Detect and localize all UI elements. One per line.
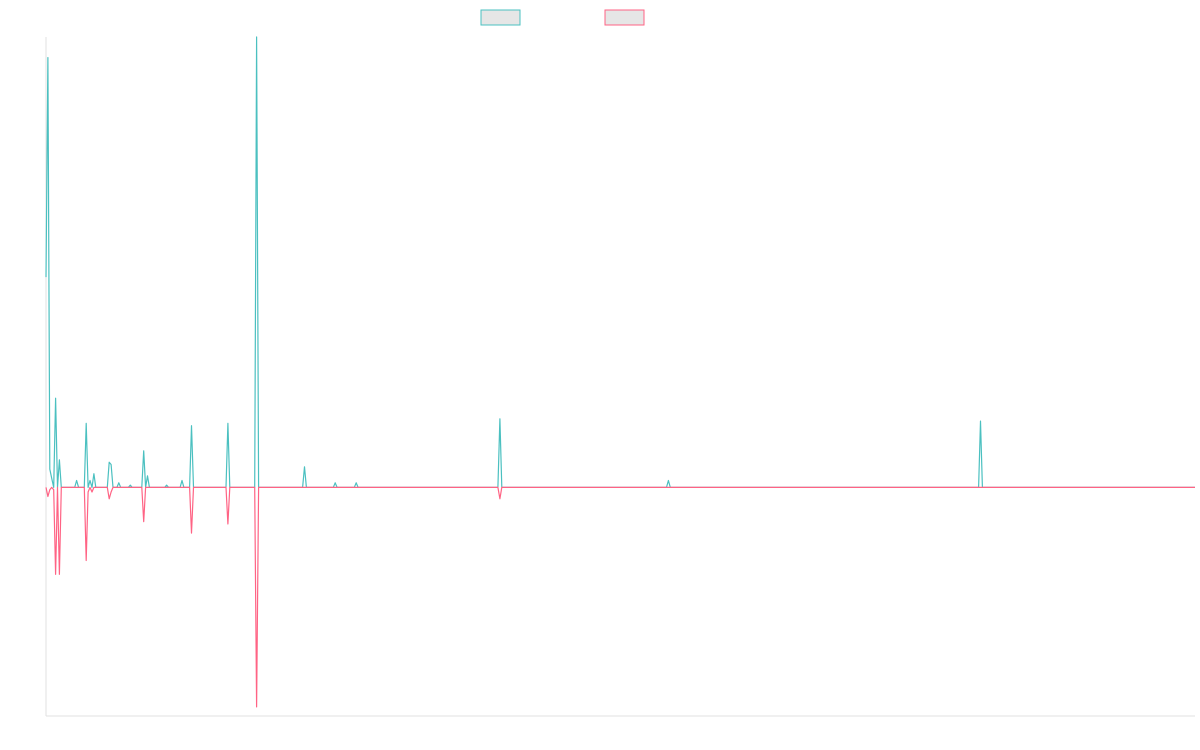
legend[interactable] [480,9,645,26]
series-line-1 [45,36,1195,488]
axes [45,37,1195,717]
legend-swatch-2[interactable] [604,9,645,26]
legend-swatch-1[interactable] [480,9,521,26]
series-layer [45,36,1195,708]
series-line-2 [45,486,1195,708]
